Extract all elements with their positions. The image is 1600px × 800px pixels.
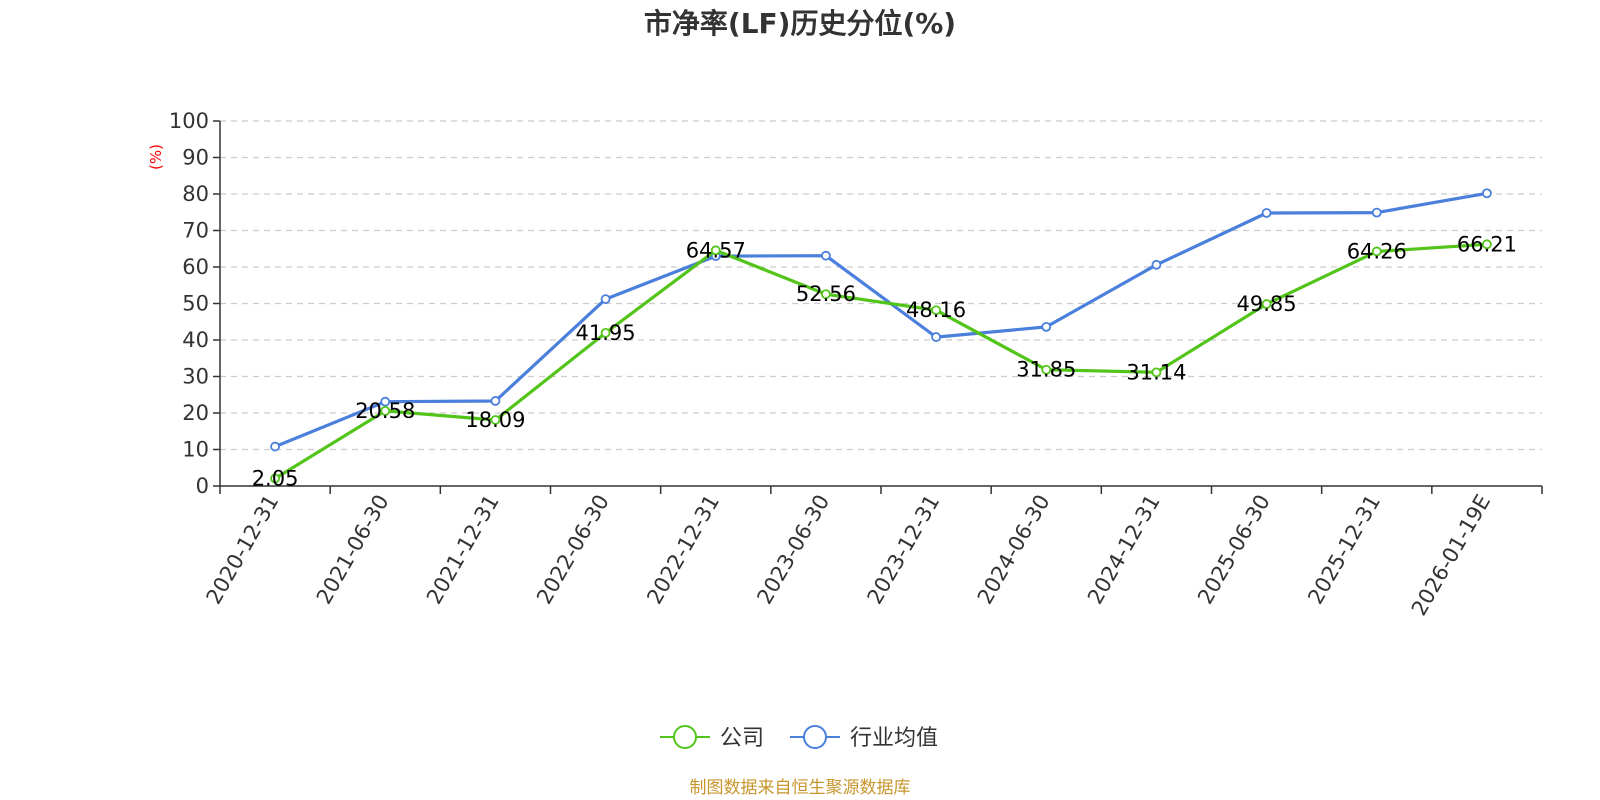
- y-tick-label: 70: [182, 219, 209, 243]
- y-tick-label: 60: [182, 255, 209, 279]
- series-point-0: [1371, 246, 1382, 257]
- data-label: 66.21: [1457, 232, 1517, 256]
- data-label: 31.14: [1126, 360, 1186, 384]
- series-point-1: [490, 396, 501, 406]
- y-tick-label: 100: [169, 109, 209, 133]
- y-tick-label: 0: [196, 474, 209, 498]
- x-tick-label: 2025-06-30: [1193, 491, 1275, 609]
- x-tick-label: 2021-06-30: [312, 491, 394, 609]
- legend-label: 公司: [720, 726, 764, 751]
- data-label: 31.85: [1016, 358, 1076, 382]
- y-tick-label: 80: [182, 182, 209, 206]
- y-tick-label: 50: [182, 292, 209, 316]
- legend-marker: [673, 725, 697, 749]
- data-label: 64.26: [1347, 239, 1407, 263]
- series: [270, 188, 1492, 484]
- x-tick-label: 2024-12-31: [1083, 491, 1165, 609]
- source-note: 制图数据来自恒生聚源数据库: [690, 778, 911, 798]
- data-label: 64.57: [686, 238, 746, 262]
- series-point-0: [270, 473, 280, 484]
- y-tick-label: 40: [182, 328, 209, 352]
- series-point-0: [600, 327, 611, 338]
- series-point-0: [380, 405, 391, 416]
- series-line-0: [274, 242, 1488, 480]
- series-point-1: [1151, 259, 1162, 270]
- series-point-0: [1261, 299, 1272, 309]
- series-point-1: [931, 332, 941, 342]
- series-point-1: [270, 441, 280, 452]
- series-point-1: [821, 250, 831, 261]
- data-label: 49.85: [1237, 292, 1297, 316]
- legend-marker: [803, 725, 827, 749]
- series-point-0: [821, 289, 831, 300]
- y-tick-label: 90: [182, 146, 209, 170]
- data-label: 41.95: [576, 321, 636, 345]
- series-point-0: [1151, 367, 1162, 378]
- y-tick-label: 10: [182, 438, 209, 462]
- x-tick-label: 2025-12-31: [1303, 491, 1385, 609]
- y-axis-label: (%): [147, 144, 165, 170]
- series-point-0: [1041, 364, 1052, 375]
- series-point-0: [710, 245, 721, 256]
- series-point-0: [490, 415, 501, 425]
- x-tick-label: 2026-01-19E: [1407, 491, 1495, 620]
- series-point-1: [600, 294, 611, 305]
- chart-title: 市净率(LF)历史分位(%): [644, 7, 956, 40]
- data-label: 2.05: [252, 467, 299, 491]
- x-tick-label: 2020-12-31: [202, 491, 284, 609]
- series-point-0: [1482, 239, 1492, 250]
- legend-label: 行业均值: [850, 726, 938, 751]
- x-tick-label: 2024-06-30: [973, 491, 1055, 609]
- x-tick-label: 2023-06-30: [752, 491, 834, 609]
- series-point-1: [1371, 207, 1382, 218]
- x-tick-label: 2023-12-31: [863, 490, 945, 608]
- data-label: 48.16: [906, 298, 966, 322]
- x-tick-label: 2022-12-31: [642, 491, 724, 609]
- series-point-1: [1041, 321, 1052, 332]
- series-point-0: [931, 305, 941, 316]
- data-label: 52.56: [796, 282, 856, 306]
- series-point-1: [1482, 188, 1492, 199]
- y-tick-label: 30: [182, 365, 209, 389]
- x-tick-label: 2021-12-31: [422, 490, 504, 608]
- y-tick-label: 20: [182, 401, 209, 425]
- legend[interactable]: 公司 行业均值: [660, 725, 938, 751]
- series-line-1: [274, 191, 1488, 449]
- data-label: 18.09: [465, 408, 525, 432]
- x-tick-label: 2022-06-30: [532, 491, 614, 609]
- series-point-1: [380, 396, 391, 407]
- axes: 0 10 20 30 40 50 60 70 80 90 100 2020-12-31 2021-06-…: [169, 109, 1543, 620]
- data-labels: 2.05 20.58 18.09 41.95 64.57 52.56 48.16 31.85 3…: [252, 232, 1517, 490]
- series-point-1: [1261, 208, 1272, 218]
- data-label: 20.58: [355, 399, 415, 423]
